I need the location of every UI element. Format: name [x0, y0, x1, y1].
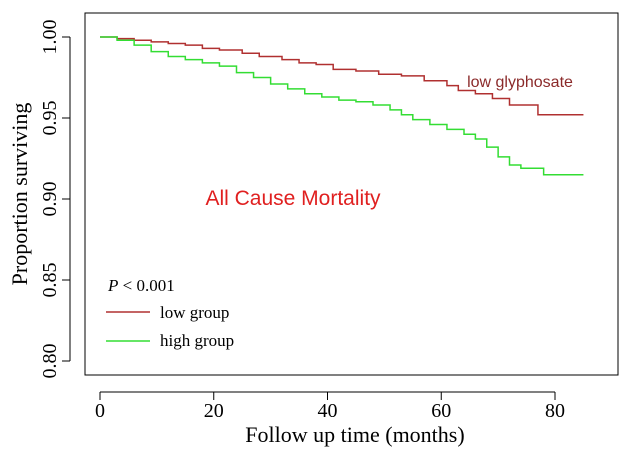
series-line-low-group	[100, 36, 584, 116]
legend-label-high-group: high group	[160, 331, 234, 350]
axes: 0 20 40 60 80 0.80 0.85 0.90 0.95 1.00	[39, 20, 565, 423]
chart-title: All Cause Mortality	[205, 187, 381, 210]
x-tick-label: 0	[95, 400, 105, 422]
series-layer	[100, 36, 584, 176]
series-line-high-group	[100, 36, 584, 176]
plot-frame	[84, 12, 619, 376]
x-tick-label: 40	[318, 400, 338, 422]
series-annotation: low glyphosate	[467, 74, 573, 91]
y-tick-label: 0.85	[39, 263, 61, 298]
p-value-label: P < 0.001	[107, 276, 175, 295]
y-tick-label: 0.90	[39, 182, 61, 217]
x-tick-label: 20	[204, 400, 224, 422]
x-tick-label: 80	[545, 400, 565, 422]
x-axis-label: Follow up time (months)	[245, 422, 464, 447]
y-tick-label: 1.00	[39, 20, 61, 55]
y-tick-label: 0.80	[39, 344, 61, 379]
x-tick-label: 60	[431, 400, 451, 422]
y-axis-label: Proportion surviving	[7, 103, 32, 286]
y-tick-label: 0.95	[39, 101, 61, 136]
legend-label-low-group: low group	[160, 303, 229, 322]
